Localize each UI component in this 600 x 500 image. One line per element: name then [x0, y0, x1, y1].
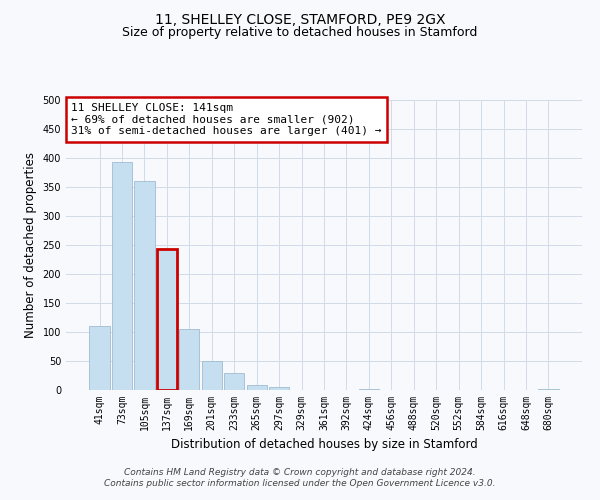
- Bar: [134, 181, 155, 390]
- Y-axis label: Number of detached properties: Number of detached properties: [24, 152, 37, 338]
- Bar: [359, 389, 379, 390]
- Bar: [202, 361, 222, 390]
- Text: 11, SHELLEY CLOSE, STAMFORD, PE9 2GX: 11, SHELLEY CLOSE, STAMFORD, PE9 2GX: [155, 12, 445, 26]
- Bar: [112, 162, 132, 390]
- Bar: [157, 249, 177, 390]
- X-axis label: Distribution of detached houses by size in Stamford: Distribution of detached houses by size …: [170, 438, 478, 452]
- Bar: [538, 389, 559, 390]
- Text: Size of property relative to detached houses in Stamford: Size of property relative to detached ho…: [122, 26, 478, 39]
- Text: Contains HM Land Registry data © Crown copyright and database right 2024.
Contai: Contains HM Land Registry data © Crown c…: [104, 468, 496, 487]
- Bar: [247, 386, 267, 390]
- Text: 11 SHELLEY CLOSE: 141sqm
← 69% of detached houses are smaller (902)
31% of semi-: 11 SHELLEY CLOSE: 141sqm ← 69% of detach…: [71, 103, 382, 136]
- Bar: [179, 329, 199, 390]
- Bar: [89, 326, 110, 390]
- Bar: [269, 387, 289, 390]
- Bar: [224, 372, 244, 390]
